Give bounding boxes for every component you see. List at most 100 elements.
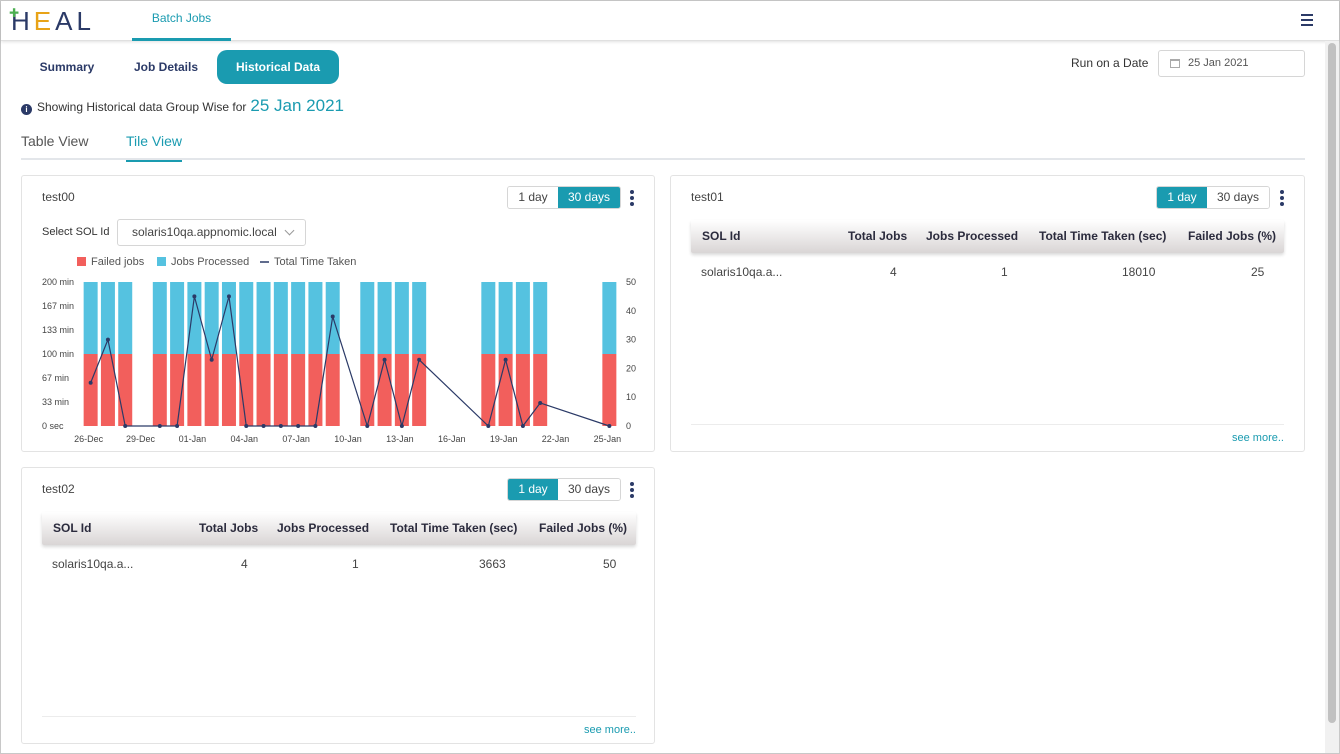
nav-tab-batch-jobs[interactable]: Batch Jobs	[132, 1, 231, 41]
card-title: test02	[42, 482, 75, 496]
more-options-icon[interactable]	[630, 190, 634, 208]
bar-failed-jobs	[325, 354, 340, 426]
date-picker[interactable]: 25 Jan 2021	[1158, 50, 1305, 77]
logo-text: HEAL	[11, 5, 95, 36]
bar-failed-jobs	[360, 354, 375, 426]
cell-total-jobs: 4	[241, 557, 248, 571]
range-toggle: 1 day 30 days	[507, 478, 621, 501]
col-sol-id[interactable]: SOL Id	[702, 229, 741, 243]
x-tick-label: 01-Jan	[179, 434, 207, 444]
toggle-30-days[interactable]: 30 days	[1207, 187, 1269, 208]
table-header: SOL Id Total Jobs Jobs Processed Total T…	[42, 512, 636, 545]
total-time-point	[399, 424, 404, 428]
tab-job-details[interactable]: Job Details	[133, 60, 199, 74]
info-date: 25 Jan 2021	[250, 96, 345, 115]
x-tick-label: 19-Jan	[490, 434, 518, 444]
col-sol-id[interactable]: SOL Id	[53, 521, 92, 535]
hamburger-menu-icon[interactable]	[1301, 14, 1313, 26]
toggle-1-day[interactable]: 1 day	[508, 479, 558, 500]
legend-label: Total Time Taken	[274, 256, 356, 268]
total-time-point	[417, 357, 422, 362]
top-bar: ✚ HEAL Batch Jobs	[1, 1, 1339, 41]
y-left-tick-label: 67 min	[42, 373, 69, 383]
cell-total-time: 18010	[1122, 265, 1156, 279]
card-test02: test02 1 day 30 days SOL Id Total Jobs J…	[21, 467, 655, 744]
total-time-point	[278, 424, 283, 428]
total-time-point	[261, 424, 266, 428]
col-total-jobs[interactable]: Total Jobs	[199, 521, 259, 535]
tab-table-view[interactable]: Table View	[21, 133, 89, 149]
bar-failed-jobs	[170, 354, 185, 426]
x-tick-label: 07-Jan	[282, 434, 310, 444]
total-time-point	[365, 424, 370, 428]
cell-failed-pct: 50	[603, 557, 617, 571]
see-more-link[interactable]: see more..	[584, 724, 636, 736]
scrollbar-thumb[interactable]	[1328, 43, 1336, 723]
x-tick-label: 16-Jan	[438, 434, 466, 444]
col-total-jobs[interactable]: Total Jobs	[848, 229, 908, 243]
bar-jobs-processed	[187, 282, 202, 354]
cell-total-jobs: 4	[890, 265, 897, 279]
y-right-tick-label: 50	[626, 277, 636, 287]
bar-jobs-processed	[412, 282, 427, 354]
bar-jobs-processed	[533, 282, 548, 354]
run-on-date-label: Run on a Date	[1071, 56, 1149, 70]
total-time-point	[486, 424, 491, 428]
more-options-icon[interactable]	[630, 482, 634, 500]
total-time-point	[382, 357, 387, 362]
bar-failed-jobs	[83, 354, 98, 426]
tab-historical-data[interactable]: Historical Data	[217, 50, 339, 84]
bar-failed-jobs	[498, 354, 513, 426]
cell-sol-id: solaris10qa.a...	[701, 265, 783, 279]
y-right-tick-label: 20	[626, 363, 636, 373]
total-time-point	[209, 357, 214, 362]
col-failed-pct[interactable]: Failed Jobs (%)	[1188, 229, 1277, 243]
sol-id-select[interactable]: solaris10qa.appnomic.local	[117, 219, 306, 246]
bar-failed-jobs	[394, 354, 409, 426]
total-time-point	[88, 380, 93, 385]
tab-tile-view[interactable]: Tile View	[126, 133, 183, 162]
total-time-point	[296, 424, 301, 428]
toggle-30-days[interactable]: 30 days	[558, 187, 620, 208]
y-left-tick-label: 167 min	[42, 301, 74, 311]
bar-failed-jobs	[221, 354, 236, 426]
bar-jobs-processed	[239, 282, 254, 354]
col-jobs-processed[interactable]: Jobs Processed	[277, 521, 370, 535]
cell-jobs-processed: 1	[1001, 265, 1008, 279]
col-failed-pct[interactable]: Failed Jobs (%)	[539, 521, 628, 535]
toggle-30-days[interactable]: 30 days	[558, 479, 620, 500]
col-total-time[interactable]: Total Time Taken (sec)	[1039, 229, 1167, 243]
bar-failed-jobs	[533, 354, 548, 426]
cell-total-time: 3663	[479, 557, 506, 571]
card-test01: test01 1 day 30 days SOL Id Total Jobs J…	[670, 175, 1305, 452]
total-time-point	[192, 294, 197, 299]
bar-jobs-processed	[256, 282, 271, 354]
toggle-1-day[interactable]: 1 day	[1157, 187, 1207, 208]
col-total-time[interactable]: Total Time Taken (sec)	[390, 521, 518, 535]
x-tick-label: 13-Jan	[386, 434, 414, 444]
bar-jobs-processed	[308, 282, 323, 354]
bar-failed-jobs	[377, 354, 392, 426]
toggle-1-day[interactable]: 1 day	[508, 187, 558, 208]
bar-jobs-processed	[100, 282, 115, 354]
y-left-tick-label: 133 min	[42, 325, 74, 335]
y-right-tick-label: 30	[626, 335, 636, 345]
range-toggle: 1 day 30 days	[1156, 186, 1270, 209]
see-more-link[interactable]: see more..	[1232, 432, 1284, 444]
page-scrollbar[interactable]	[1325, 41, 1339, 753]
total-time-point	[226, 294, 231, 299]
y-left-tick-label: 33 min	[42, 397, 69, 407]
more-options-icon[interactable]	[1280, 190, 1284, 208]
heal-logo[interactable]: ✚ HEAL	[9, 5, 95, 36]
view-tabs: Table View Tile View	[21, 129, 1305, 162]
bar-jobs-processed	[83, 282, 98, 354]
bar-failed-jobs	[273, 354, 288, 426]
tab-summary[interactable]: Summary	[39, 60, 95, 74]
card-footer-divider	[691, 424, 1284, 425]
cell-sol-id: solaris10qa.a...	[52, 557, 134, 571]
col-jobs-processed[interactable]: Jobs Processed	[926, 229, 1019, 243]
calendar-icon	[1170, 59, 1180, 68]
info-icon: i	[21, 104, 32, 115]
total-time-point	[538, 400, 543, 405]
table-header: SOL Id Total Jobs Jobs Processed Total T…	[691, 220, 1284, 253]
